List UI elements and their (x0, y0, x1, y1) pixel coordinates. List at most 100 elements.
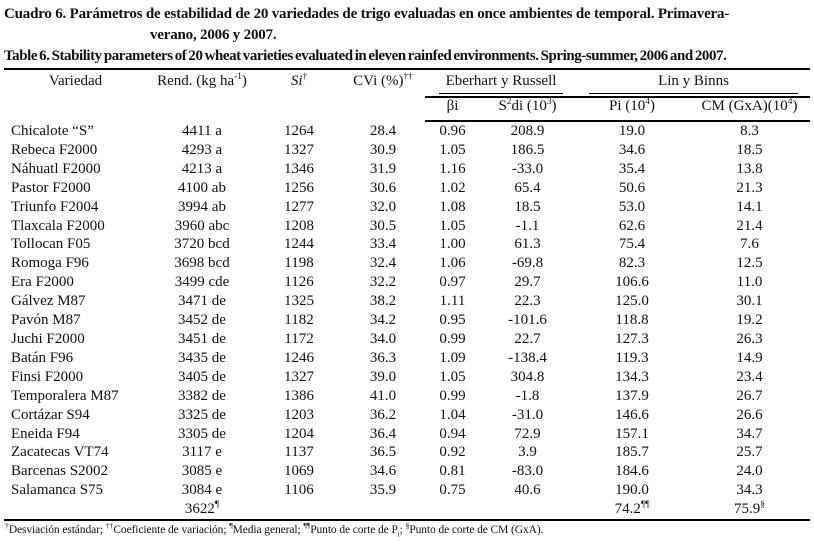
value-cell: 41.0 (369, 387, 397, 404)
value-cell: 1264 (284, 122, 314, 139)
group-header-lin-binns: Lin y Binns (575, 69, 810, 98)
table-row: Pastor F2000 4100 ab 1256 30.6 1.02 65.4 50.6 2… (4, 179, 810, 198)
value-cell: 12.5 (736, 255, 763, 272)
value-cell: 36.2 (369, 406, 397, 423)
value-cell: 1244 (284, 236, 314, 253)
group-header-eberhart-label: Eberhart y Russell (439, 73, 563, 94)
value-cell: 1.08 (439, 198, 466, 215)
table-row: Batán F96 3435 de 1246 36.3 1.09 -138.4 119.3 1… (4, 349, 810, 368)
table-row: Chicalote “S” 4411 a 1264 28.4 0.96 208.9 19.0… (4, 121, 810, 141)
table-row: Cortázar S94 3325 de 1203 36.2 1.04 -31.0 146.… (4, 406, 810, 425)
summary-cell (480, 500, 575, 520)
value-cell: 3960 abc (174, 217, 230, 234)
title-spanish-line2: verano, 2006 y 2007. (150, 27, 277, 43)
value-cell: 22.7 (514, 330, 541, 347)
value-cell: 184.6 (615, 463, 649, 480)
value-cell: 36.4 (369, 425, 397, 442)
value-cell: 3698 bcd (174, 255, 230, 272)
value-cell: 13.8 (736, 160, 763, 177)
col-header-rend: Rend. (kg ha-1) (157, 72, 247, 89)
table-footnote: †Desviación estándar; ††Coeficiente de v… (5, 521, 544, 539)
value-cell: 0.94 (439, 425, 466, 442)
variety-cell: Batán F96 (11, 349, 74, 366)
summary-cell: 3622¶ (184, 500, 220, 518)
title-spanish-line1: Cuadro 6. Parámetros de estabilidad de 2… (4, 6, 730, 22)
variety-cell: Cortázar S94 (11, 406, 90, 423)
value-cell: 1256 (284, 179, 314, 196)
value-cell: 18.5 (514, 198, 541, 215)
value-cell: 7.6 (740, 236, 759, 253)
table-row: Barcenas S2002 3085 e 1069 34.6 0.81 -83.0 184… (4, 462, 810, 481)
table-row: Gálvez M87 3471 de 1325 38.2 1.11 22.3 125.0 30… (4, 292, 810, 311)
value-cell: 39.0 (369, 368, 397, 385)
value-cell: -69.8 (511, 255, 544, 272)
value-cell: 1277 (284, 198, 314, 215)
value-cell: 19.2 (736, 312, 763, 329)
variety-cell: Zacatecas VT74 (11, 444, 109, 461)
value-cell: 304.8 (510, 368, 545, 385)
value-cell: 190.0 (615, 482, 649, 499)
value-cell: 3382 de (178, 387, 226, 404)
value-cell: 0.92 (439, 444, 466, 461)
value-cell: 34.2 (369, 312, 397, 329)
value-cell: 146.6 (615, 406, 649, 423)
summary-cell (257, 500, 341, 520)
value-cell: 0.81 (439, 463, 466, 480)
value-cell: 72.9 (514, 425, 541, 442)
value-cell: 1325 (284, 293, 314, 310)
col-header-si: Si† (290, 72, 308, 89)
variety-cell: Tollocan F05 (11, 236, 91, 253)
group-header-eberhart-russell: Eberhart y Russell (425, 69, 575, 98)
summary-cell (4, 500, 147, 520)
value-cell: 3451 de (178, 330, 226, 347)
value-cell: 82.3 (618, 255, 646, 272)
value-cell: 50.6 (618, 179, 646, 196)
variety-cell: Temporalera M87 (11, 387, 119, 404)
value-cell: 30.5 (369, 217, 397, 234)
value-cell: 21.4 (736, 217, 763, 234)
variety-cell: Era F2000 (11, 274, 74, 291)
value-cell: 185.7 (615, 444, 649, 461)
value-cell: 3305 de (178, 425, 226, 442)
value-cell: 0.97 (439, 274, 466, 291)
value-cell: 1.05 (439, 217, 466, 234)
value-cell: 1172 (284, 330, 314, 347)
variety-cell: Chicalote “S” (11, 122, 94, 139)
table-row: Finsi F2000 3405 de 1327 39.0 1.05 304.8 134.3… (4, 368, 810, 387)
value-cell: 0.99 (439, 387, 466, 404)
value-cell: 11.0 (736, 274, 763, 291)
value-cell: 3084 e (181, 482, 223, 499)
value-cell: 35.4 (618, 160, 646, 177)
value-cell: 127.3 (615, 330, 649, 347)
table-row: Tlaxcala F2000 3960 abc 1208 30.5 1.05 -1.1 62… (4, 217, 810, 236)
value-cell: -138.4 (508, 349, 547, 366)
value-cell: 35.9 (369, 482, 397, 499)
summary-cell (425, 500, 480, 520)
value-cell: 36.5 (369, 444, 397, 461)
variety-cell: Tlaxcala F2000 (11, 217, 105, 234)
value-cell: 38.2 (369, 293, 397, 310)
variety-cell: Barcenas S2002 (11, 463, 109, 480)
value-cell: 22.3 (514, 293, 541, 310)
value-cell: -31.0 (511, 406, 544, 423)
value-cell: 3.9 (518, 444, 537, 461)
value-cell: -1.8 (515, 387, 540, 404)
value-cell: 23.4 (736, 368, 763, 385)
value-cell: -101.6 (508, 312, 547, 329)
value-cell: 1.05 (439, 141, 466, 158)
value-cell: 0.95 (439, 312, 466, 329)
value-cell: 26.3 (736, 330, 763, 347)
value-cell: 134.3 (615, 368, 649, 385)
value-cell: 186.5 (510, 141, 545, 158)
variety-cell: Romoga F96 (11, 255, 89, 272)
value-cell: 34.3 (736, 482, 763, 499)
value-cell: 8.3 (740, 123, 759, 139)
value-cell: 106.6 (615, 274, 649, 291)
value-cell: 1.05 (439, 368, 466, 385)
value-cell: 32.0 (369, 198, 397, 215)
value-cell: 34.6 (369, 463, 397, 480)
table-row: Juchi F2000 3451 de 1172 34.0 0.99 22.7 127.3 2… (4, 330, 810, 349)
summary-row: 3622¶ 74.2¶¶ 75.9§ (4, 500, 810, 520)
table-row: Rebeca F2000 4293 a 1327 30.9 1.05 186.5 34.6 1… (4, 141, 810, 160)
value-cell: 4411 a (182, 122, 222, 139)
